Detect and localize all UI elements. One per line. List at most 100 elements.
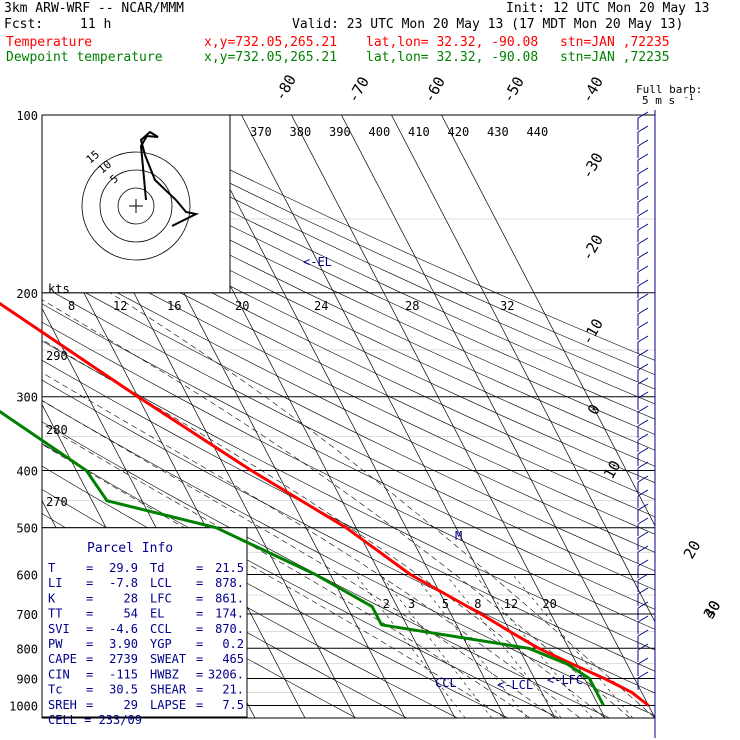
theta-e-label: 440 <box>527 125 549 139</box>
parcel-info-value: 0.2 <box>222 637 244 651</box>
theta-label: 270 <box>46 495 68 509</box>
parcel-info-value: -7.8 <box>109 576 138 590</box>
parcel-info-key: SHEAR <box>150 683 187 697</box>
hodograph-trace <box>139 130 200 227</box>
dewpoint-stn: stn=JAN ,72235 <box>560 50 670 65</box>
parcel-info-title: Parcel Info <box>87 541 173 556</box>
wind-barb-flag <box>637 475 649 483</box>
temperature-latlon: lat,lon= 32.32, -90.08 <box>366 35 539 50</box>
wind-barb-flag <box>637 559 649 567</box>
hodograph-ring <box>99 169 173 243</box>
wind-panel-subtitle: 5 m s <box>642 94 675 107</box>
parcel-info-key: LCL <box>150 576 172 590</box>
parcel-info-eq: = <box>86 591 93 605</box>
dry-adiabat-line <box>42 443 560 718</box>
theta-label: 290 <box>46 349 68 363</box>
wind-panel-title: Full barb: <box>636 83 702 96</box>
parcel-info-value: 29.9 <box>109 561 138 575</box>
wind-barb-flag <box>637 517 649 525</box>
wind-barb-flag <box>637 167 649 175</box>
pressure-tick-label: 400 <box>16 465 38 479</box>
parcel-info-value: 3.90 <box>109 637 138 651</box>
isotherm-line <box>441 115 655 527</box>
isotherm-label: -30 <box>578 150 607 182</box>
dewpoint-profile <box>0 409 605 707</box>
wind-barb-flag <box>637 377 649 385</box>
fcst-value: 11 h <box>80 17 112 32</box>
temperature-profile <box>0 301 650 707</box>
wind-barb-flag <box>637 587 649 595</box>
isotherm-label: -10 <box>578 316 607 348</box>
hodograph-axis-label: 20 <box>235 299 249 313</box>
wind-barb-flag <box>637 237 649 245</box>
isotherm-line <box>391 115 655 623</box>
wind-barb-flag <box>637 419 649 427</box>
mixing-ratio-label: 8 <box>474 597 481 611</box>
isotherm-line <box>341 115 655 718</box>
moist-adiabat-line <box>42 372 581 718</box>
parcel-info-key: LAPSE <box>150 698 186 712</box>
hodograph-axis-label: 12 <box>113 299 127 313</box>
wind-barb-flag <box>637 181 649 189</box>
pressure-tick-label: 500 <box>16 522 38 536</box>
m-marker: M <box>455 529 462 543</box>
wind-barb-flag <box>637 265 649 273</box>
isotherm-line <box>291 115 606 718</box>
parcel-info-eq: = <box>86 576 93 590</box>
parcel-info-key: SVI <box>48 622 70 636</box>
wind-barb-flag <box>637 335 649 343</box>
mixing-ratio-line <box>380 574 493 718</box>
parcel-info-key: PW <box>48 637 63 651</box>
dewpoint-latlon: lat,lon= 32.32, -90.08 <box>366 50 539 65</box>
parcel-info-value: 7.5 <box>222 698 244 712</box>
parcel-info-eq: = <box>196 607 203 621</box>
theta-label: 280 <box>46 423 68 437</box>
theta-e-label: 430 <box>487 125 509 139</box>
dry-adiabat-line <box>42 234 655 535</box>
wind-barb-flag <box>637 125 649 133</box>
parcel-info-key: YGP <box>150 637 172 651</box>
dry-adiabat-line <box>42 321 655 630</box>
isotherm-label: -80 <box>271 72 300 104</box>
parcel-info-eq: = <box>86 667 93 681</box>
parcel-info-eq: = <box>86 683 93 697</box>
parcel-info-eq: = <box>196 667 203 681</box>
parcel-info-value: 54 <box>124 607 138 621</box>
mixing-ratio-line <box>445 574 562 718</box>
parcel-info-key: CCL <box>150 622 172 636</box>
moist-adiabat-line <box>42 299 631 718</box>
parcel-info-key: CAPE <box>48 652 77 666</box>
parcel-info-value: -115 <box>109 667 138 681</box>
wind-barb-flag <box>637 601 649 609</box>
wind-barb-flag <box>637 447 649 455</box>
parcel-info-eq: = <box>86 622 93 636</box>
isotherm-label: 20 <box>680 537 705 562</box>
isotherm-label: 10 <box>600 457 625 482</box>
parcel-info-value: 3206. <box>208 667 244 681</box>
parcel-info-eq: = <box>86 561 93 575</box>
isotherm-label: 40 <box>700 597 725 622</box>
parcel-info-eq: = <box>196 561 203 575</box>
wind-barb-flag <box>637 195 649 203</box>
theta-e-label: 390 <box>329 125 351 139</box>
dry-adiabat-line <box>42 128 655 420</box>
parcel-info-eq: = <box>196 622 203 636</box>
moist-adiabat-line <box>42 399 556 718</box>
wind-barb-flag <box>637 643 649 651</box>
moist-adiabat-line <box>109 292 655 718</box>
parcel-info-value: 2739 <box>109 652 138 666</box>
wind-barb-flag <box>637 321 649 329</box>
el-marker: <-EL <box>303 255 332 269</box>
parcel-info-value: 30.5 <box>109 683 138 697</box>
dry-adiabat-line <box>42 421 610 718</box>
temperature-xy: x,y=732.05,265.21 <box>204 35 338 50</box>
wind-barb-flag <box>637 111 649 119</box>
moist-adiabat-line <box>42 339 606 718</box>
hodograph-axis-label: 8 <box>68 299 75 313</box>
parcel-info-key: TT <box>48 607 62 621</box>
parcel-info-eq: = <box>86 637 93 651</box>
wind-barb-flag <box>637 629 649 637</box>
dry-adiabat-line <box>67 115 655 390</box>
wind-barb-flag <box>637 139 649 147</box>
pressure-tick-label: 1000 <box>9 699 38 713</box>
